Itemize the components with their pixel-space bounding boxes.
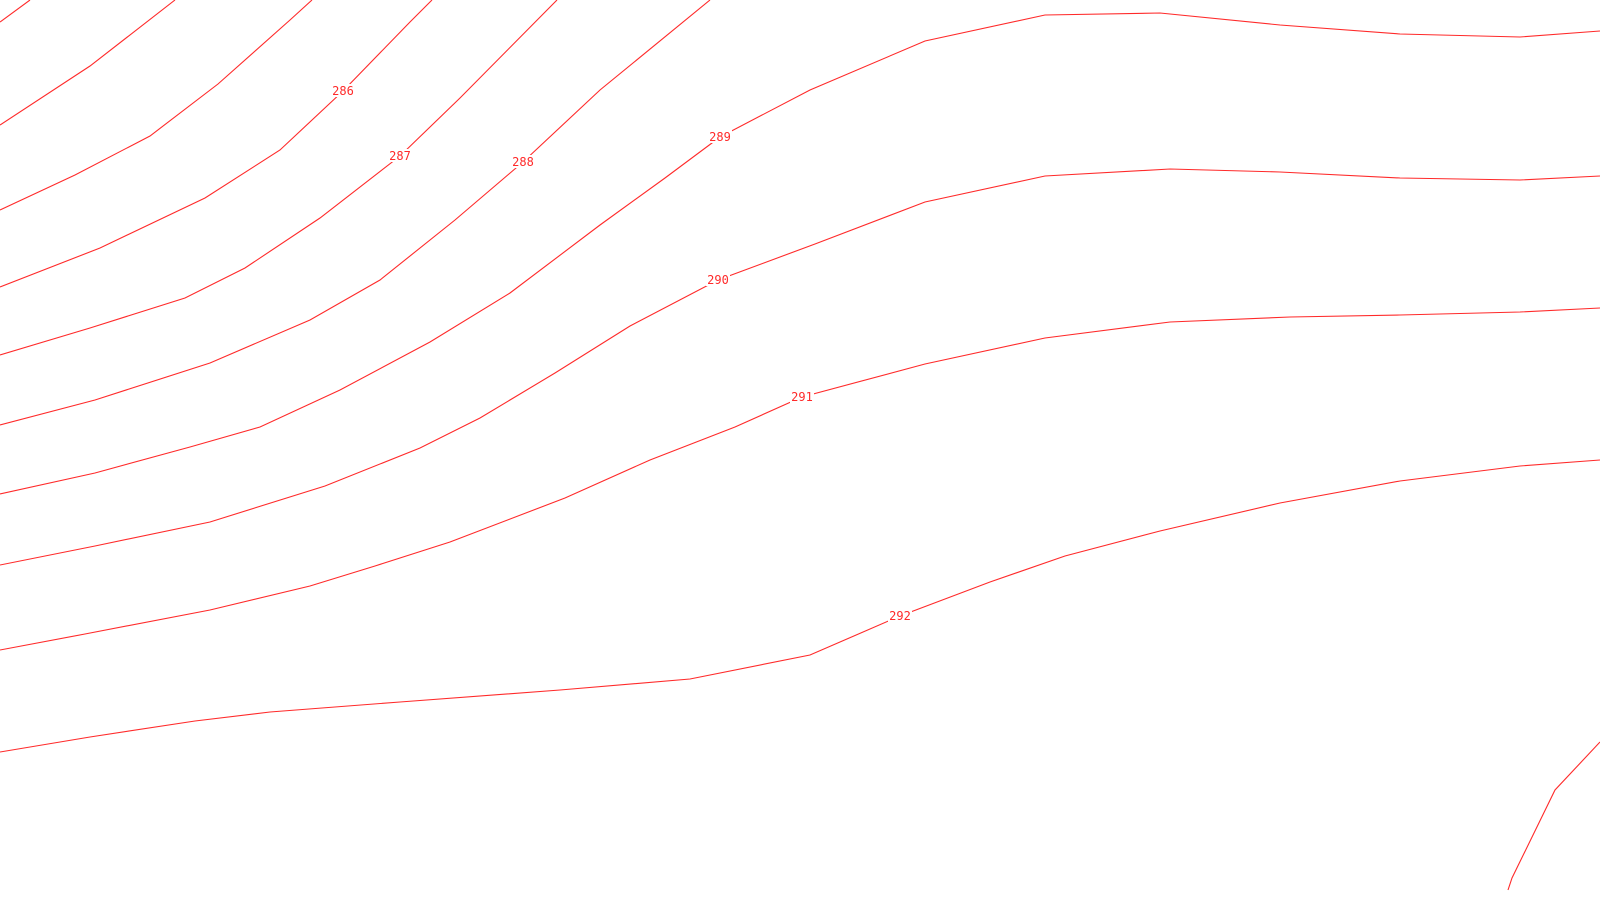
contour-label-text: 291 [791, 390, 813, 404]
contour-label-text: 289 [709, 130, 731, 144]
contour-line-292 [0, 459, 1600, 753]
contour-label-text: 286 [332, 84, 354, 98]
contour-line-a [0, 0, 31, 23]
contour-label-text: 290 [707, 273, 729, 287]
contour-label-291: 291 [790, 390, 814, 404]
contour-line-c [0, 0, 313, 211]
contour-label-288: 288 [511, 155, 535, 169]
contour-label-290: 290 [706, 273, 730, 287]
contour-label-background [706, 273, 730, 286]
contour-line-291 [0, 307, 1600, 651]
contour-label-289: 289 [708, 130, 732, 144]
contour-label-292: 292 [888, 609, 912, 623]
contour-line-288 [0, 0, 711, 426]
contour-label-287: 287 [388, 149, 412, 163]
contour-label-text: 287 [389, 149, 411, 163]
contour-label-background [790, 390, 814, 403]
contour-label-background [888, 609, 912, 622]
contour-label-text: 288 [512, 155, 534, 169]
contour-label-background [388, 149, 412, 162]
contour-labels: 286 287 288 289 290 291 292 [331, 84, 912, 623]
contour-label-background [708, 130, 732, 143]
contour-label-text: 292 [889, 609, 911, 623]
contour-line-286 [0, 0, 433, 288]
contour-line-287 [0, 0, 558, 356]
contour-label-background [511, 155, 535, 168]
contour-label-286: 286 [331, 84, 355, 98]
contour-line-b [0, 0, 176, 126]
contour-line-d [1507, 741, 1600, 891]
contour-line-289 [0, 12, 1600, 495]
contour-label-background [331, 84, 355, 97]
